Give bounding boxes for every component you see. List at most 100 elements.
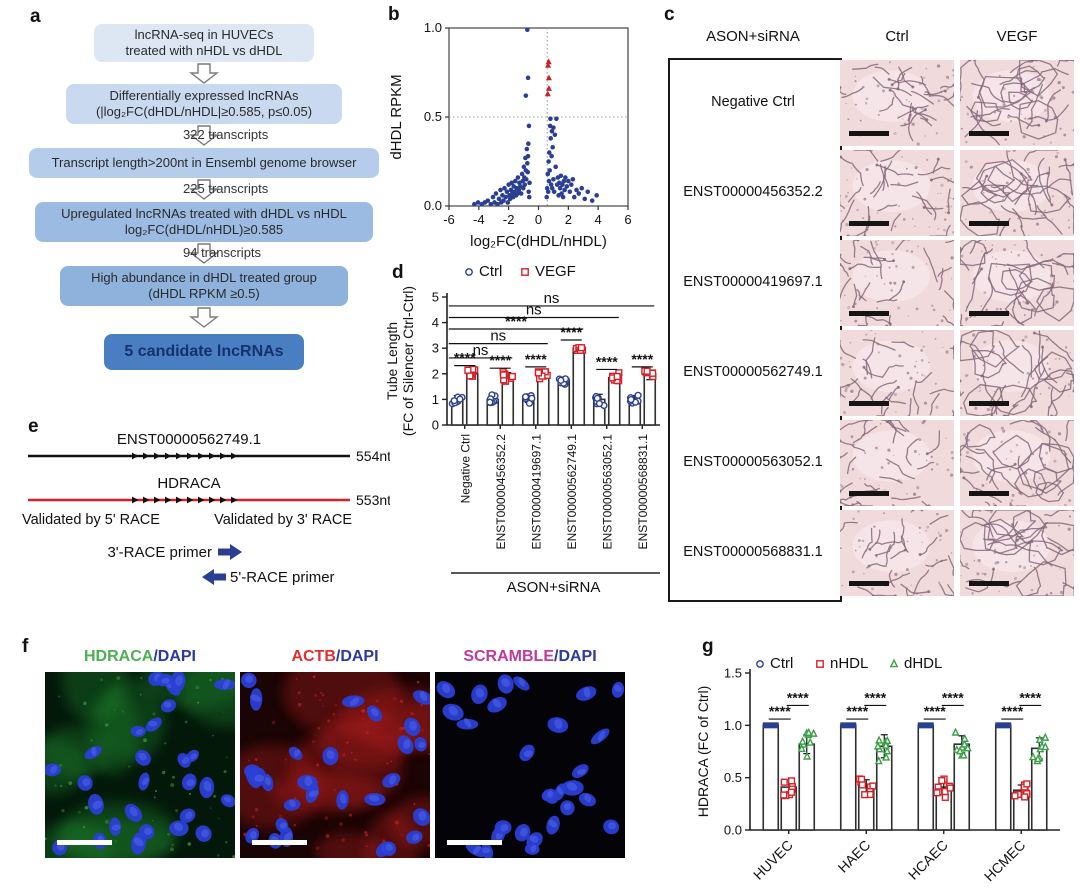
points-vegf-5 <box>641 366 657 381</box>
bar-ctrl-2 <box>917 724 935 831</box>
flow-step-1: Differentially expressed lncRNAs (|log₂FC… <box>66 84 342 124</box>
sirna-row-label-3: ENST00000562749.1 <box>683 364 823 380</box>
fish-image-1 <box>240 672 430 858</box>
svg-text:1.5: 1.5 <box>724 666 742 681</box>
bracket-label: ns <box>490 328 506 345</box>
sig-stars: **** <box>631 351 653 367</box>
scale-bar <box>969 491 1009 496</box>
bracket-label: **** <box>505 313 527 329</box>
svg-text:1.0: 1.0 <box>424 20 442 35</box>
scale-bar <box>969 581 1009 586</box>
flow-step-5: 5 candidate lncRNAs <box>104 334 304 370</box>
fish-image-label-2: SCRAMBLE/DAPI <box>435 648 625 666</box>
primer-5race-label: 5'-RACE primer <box>230 569 335 586</box>
flow-step-0: lncRNA-seq in HUVECs treated with nHDL vs… <box>94 24 314 62</box>
panel-f-label: f <box>22 636 29 657</box>
flow-transcript-count: 94 transcripts <box>183 245 262 260</box>
legend-ctrl: Ctrl <box>770 655 793 672</box>
legend-vegf: VEGF <box>535 263 576 280</box>
panel-f-fish-images: HDRACA/DAPI ACTB/DAPI SCRAMBLE/DAPI <box>24 640 674 890</box>
right-arrow-icon <box>218 544 242 560</box>
x-category-label: ENST00000568831.1 <box>636 434 650 550</box>
group-axis-label: ASON+siRNA <box>507 579 601 596</box>
flow-transcript-count: 322 transcripts <box>183 127 269 142</box>
bracket-label: ns <box>473 342 489 359</box>
bar-ctrl-1 <box>839 724 857 831</box>
sig-stars: **** <box>1001 703 1023 719</box>
panel-a-label: a <box>30 6 41 27</box>
points-dhdl-2 <box>951 727 972 759</box>
tube-image-ctrl-0 <box>840 60 954 146</box>
scale-bar <box>57 840 112 845</box>
points-dhdl-0 <box>797 727 818 760</box>
tube-image-vegf-0 <box>960 60 1074 146</box>
fish-image-0 <box>45 672 235 858</box>
svg-text:2: 2 <box>565 212 572 227</box>
svg-text:0: 0 <box>535 212 542 227</box>
flow-down-arrow-1: 322 transcripts <box>159 125 268 146</box>
validated-5race-label: Validated by 5' RACE <box>22 512 160 528</box>
flow-step-4: High abundance in dHDL treated group (dHD… <box>60 266 348 306</box>
points-ctrl-4 <box>592 392 608 410</box>
panel-a-flowchart: lncRNA-seq in HUVECs treated with nHDL vs… <box>28 8 380 380</box>
tube-image-vegf-4 <box>960 420 1074 506</box>
points-ctrl-3 <box>555 375 571 388</box>
tube-image-vegf-2 <box>960 240 1074 326</box>
svg-text:2: 2 <box>432 366 439 381</box>
flow-down-arrow-0 <box>159 63 249 84</box>
legend-dhdl: dHDL <box>904 655 942 672</box>
gene-name: HDRACA <box>157 475 220 492</box>
panel-c-label: c <box>664 4 675 25</box>
sig-stars: **** <box>787 689 809 705</box>
x-category-label: ENST00000456352.2 <box>494 434 508 550</box>
svg-text:-2: -2 <box>503 212 515 227</box>
panel-b-scatter-chart: -6 -4 -2 0 2 4 6 0.0 0.5 1.0 log₂FC(dHDL/nHDL) dHDL… <box>388 20 632 250</box>
bar-vegf-5 <box>643 374 657 426</box>
column-header-ason-sirna: ASON+siRNA <box>706 28 800 45</box>
cap-ctrl-1 <box>840 722 857 729</box>
cap-ctrl-0 <box>762 722 779 729</box>
bar-vegf-3 <box>572 347 586 426</box>
b-x-axis-label: log₂FC(dHDL/nHDL) <box>470 233 607 250</box>
label-part: /DAPI <box>153 648 196 665</box>
scale-bar <box>969 221 1009 226</box>
bar-ctrl-3 <box>994 724 1012 831</box>
x-category-label: ENST00000419697.1 <box>529 434 543 550</box>
scale-bar <box>849 221 889 226</box>
panel-d-bar-chart: 0 1 2 3 4 5 Tube Length (FC of Silencer Ctrl-Ct… <box>385 263 660 596</box>
scale-bar <box>969 131 1009 136</box>
points-nhdl-3 <box>1011 780 1031 801</box>
cap-ctrl-2 <box>917 722 934 729</box>
panel-c-tube-assay: ASON+siRNA Ctrl VEGF Negative Ctrl ENST00… <box>660 0 1080 612</box>
label-part: /DAPI <box>335 648 379 665</box>
scale-bar <box>969 311 1009 316</box>
svg-text:-4: -4 <box>473 212 485 227</box>
fish-image-2 <box>435 672 625 858</box>
scale-bar <box>849 401 889 406</box>
panel-e-label: e <box>28 416 39 437</box>
points-nhdl-0 <box>780 777 796 800</box>
points-vegf-1 <box>499 368 516 385</box>
sirna-row-label-5: ENST00000568831.1 <box>683 544 823 560</box>
transcript-name: ENST00000562749.1 <box>117 431 261 448</box>
points-vegf-2 <box>534 368 551 383</box>
points-vegf-4 <box>608 369 623 385</box>
x-category-label: HUVEC <box>750 837 796 883</box>
svg-text:0.5: 0.5 <box>724 770 742 785</box>
bar-ctrl-3 <box>557 380 571 426</box>
sig-stars: **** <box>560 324 582 340</box>
points-nhdl-2 <box>933 775 954 801</box>
tube-image-ctrl-1 <box>840 150 954 236</box>
bracket-label: ns <box>526 301 542 318</box>
scale-bar <box>849 131 889 136</box>
svg-text:0.5: 0.5 <box>424 109 442 124</box>
bar-vegf-2 <box>536 374 550 426</box>
label-part: SCRAMBLE <box>463 648 554 665</box>
scale-bar <box>849 311 889 316</box>
sig-stars: **** <box>864 689 886 705</box>
svg-text:5: 5 <box>432 290 439 305</box>
points-dhdl-3 <box>1028 732 1050 765</box>
sig-stars: **** <box>596 353 618 369</box>
gene-length: 553nt <box>356 492 390 508</box>
column-header-vegf: VEGF <box>996 28 1038 45</box>
